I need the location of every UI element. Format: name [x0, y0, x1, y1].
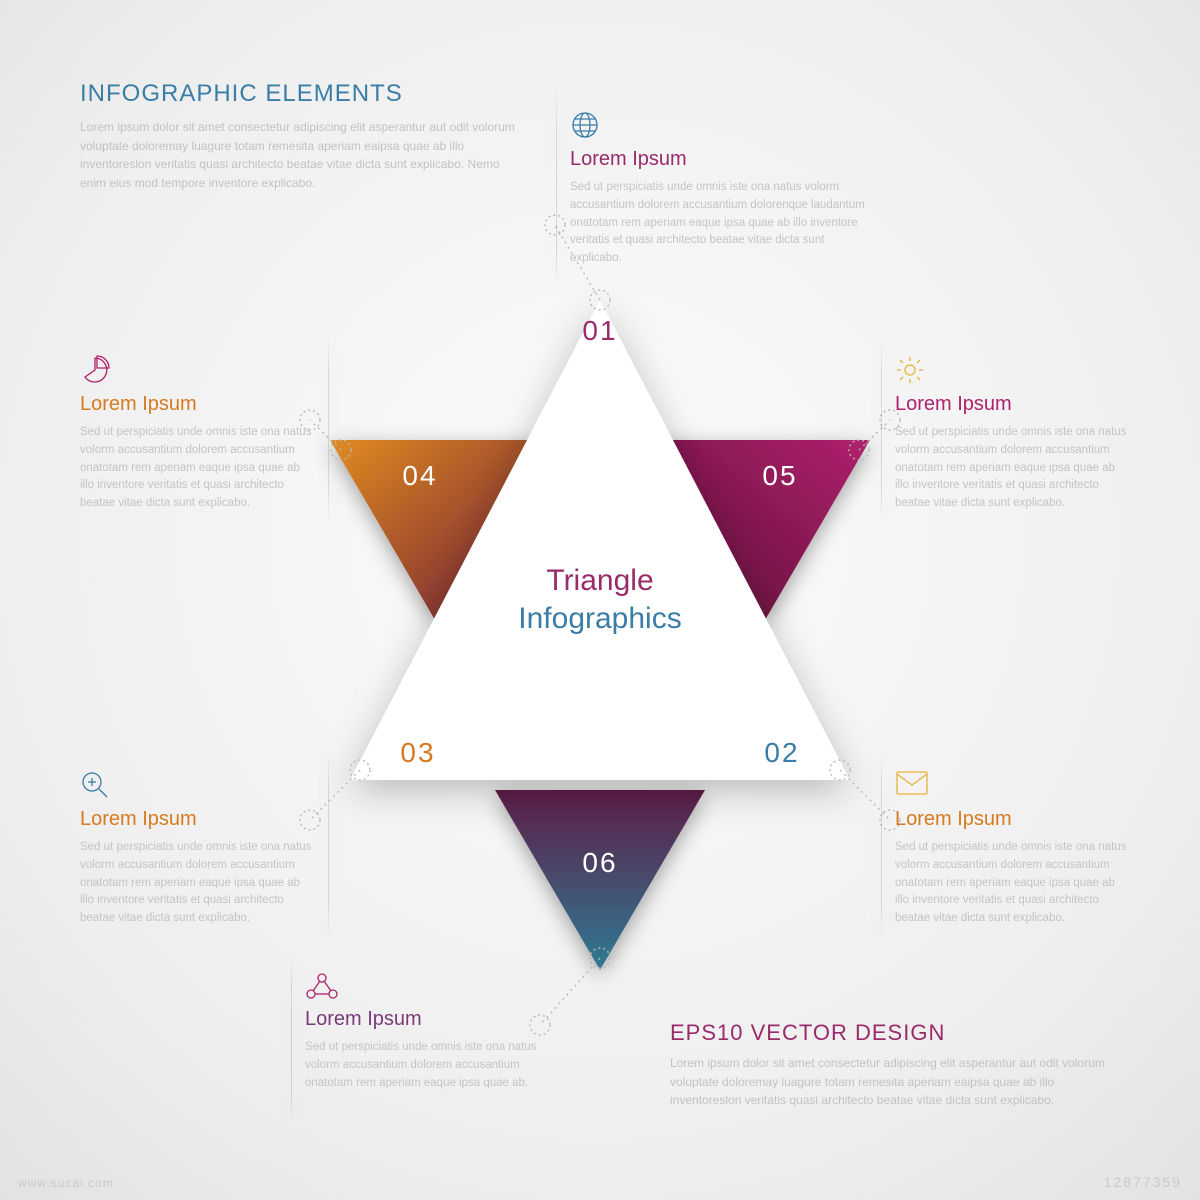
zoom-icon	[80, 770, 315, 804]
num-01: 01	[582, 315, 617, 346]
triangle-main	[350, 300, 850, 780]
globe-icon	[570, 110, 870, 144]
num-05: 05	[762, 460, 797, 491]
card-divider	[556, 90, 557, 290]
num-02: 02	[764, 737, 799, 768]
connectors	[310, 225, 890, 1025]
callout-05-body: Sed ut perspiciatis unde omnis iste ona …	[895, 424, 1130, 513]
infographic-stage: INFOGRAPHIC ELEMENTS Lorem ipsum dolor s…	[0, 0, 1200, 1200]
footer-block: EPS10 VECTOR DESIGN Lorem ipsum dolor si…	[670, 1020, 1110, 1110]
center-line1: Triangle	[546, 564, 653, 597]
card-divider	[881, 335, 882, 525]
callout-01-title: Lorem Ipsum	[570, 148, 870, 171]
mail-icon	[895, 770, 1130, 804]
num-06: 06	[582, 847, 617, 878]
footer-title: EPS10 VECTOR DESIGN	[670, 1020, 1110, 1046]
callout-05: Lorem Ipsum Sed ut perspiciatis unde omn…	[895, 355, 1130, 515]
callout-06: Lorem Ipsum Sed ut perspiciatis unde omn…	[305, 970, 565, 1120]
callout-06-body: Sed ut perspiciatis unde omnis iste ona …	[305, 1039, 565, 1092]
center-line2: Infographics	[518, 602, 681, 635]
callout-05-title: Lorem Ipsum	[895, 393, 1130, 416]
callout-04-title: Lorem Ipsum	[80, 393, 315, 416]
watermark-right: 12877359	[1104, 1174, 1182, 1190]
callout-04: Lorem Ipsum Sed ut perspiciatis unde omn…	[80, 355, 315, 515]
header-body: Lorem ipsum dolor sit amet consectetur a…	[80, 118, 520, 192]
callout-01-body: Sed ut perspiciatis unde omnis iste ona …	[570, 179, 870, 268]
num-03: 03	[400, 737, 435, 768]
header-block: INFOGRAPHIC ELEMENTS Lorem ipsum dolor s…	[80, 80, 520, 192]
wing-right	[660, 440, 870, 620]
callout-02: Lorem Ipsum Sed ut perspiciatis unde omn…	[895, 770, 1130, 930]
callout-03-body: Sed ut perspiciatis unde omnis iste ona …	[80, 839, 315, 928]
header-title: INFOGRAPHIC ELEMENTS	[80, 80, 520, 108]
callout-02-body: Sed ut perspiciatis unde omnis iste ona …	[895, 839, 1130, 928]
connector-rings	[300, 215, 900, 1035]
gear-icon	[895, 355, 1130, 389]
network-icon	[305, 970, 565, 1004]
wing-down	[495, 790, 705, 970]
callout-04-body: Sed ut perspiciatis unde omnis iste ona …	[80, 424, 315, 513]
card-divider	[328, 750, 329, 940]
card-divider	[328, 335, 329, 525]
callout-03-title: Lorem Ipsum	[80, 808, 315, 831]
pie-icon	[80, 355, 315, 389]
callout-06-title: Lorem Ipsum	[305, 1008, 565, 1031]
card-divider	[881, 750, 882, 940]
callout-03: Lorem Ipsum Sed ut perspiciatis unde omn…	[80, 770, 315, 930]
num-04: 04	[402, 460, 437, 491]
callout-02-title: Lorem Ipsum	[895, 808, 1130, 831]
watermark-left: www.sucai.com	[18, 1176, 114, 1190]
callout-01: Lorem Ipsum Sed ut perspiciatis unde omn…	[570, 110, 870, 270]
footer-body: Lorem ipsum dolor sit amet consectetur a…	[670, 1054, 1110, 1110]
wing-left	[330, 440, 540, 620]
card-divider	[291, 955, 292, 1125]
